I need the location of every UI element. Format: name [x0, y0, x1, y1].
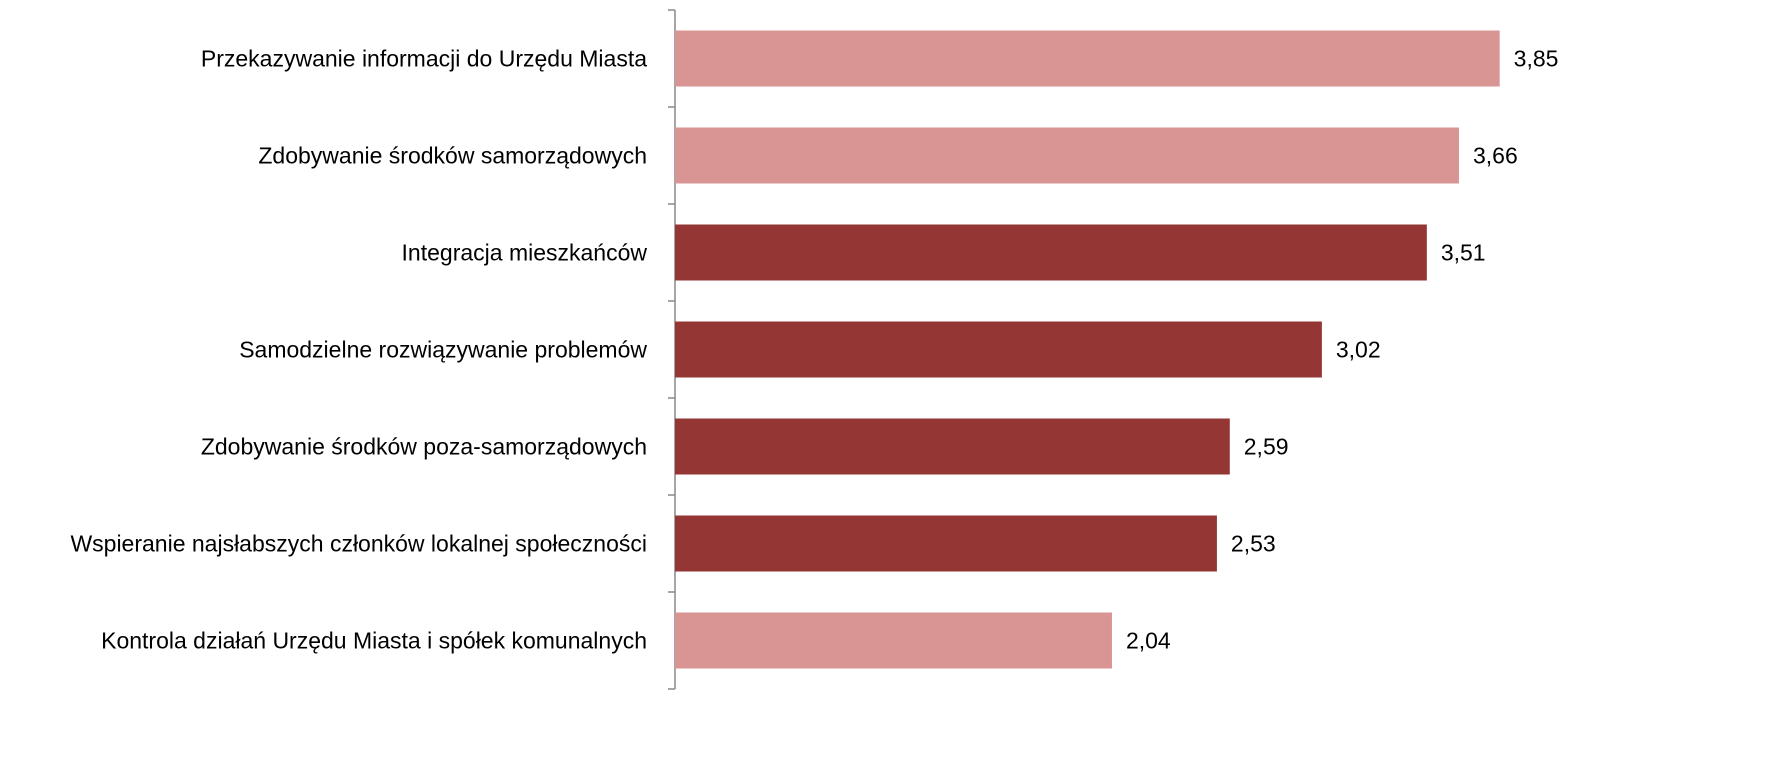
- bar: [675, 612, 1112, 669]
- category-label: Wspieranie najsłabszych członków lokalne…: [70, 531, 647, 557]
- value-label: 2,04: [1126, 628, 1171, 654]
- bar: [675, 418, 1230, 475]
- category-label: Kontrola działań Urzędu Miasta i spółek …: [101, 628, 647, 654]
- value-label: 2,59: [1244, 434, 1289, 460]
- bar: [675, 127, 1459, 184]
- bar: [675, 515, 1217, 572]
- category-label: Zdobywanie środków poza-samorządowych: [201, 434, 647, 460]
- category-label: Zdobywanie środków samorządowych: [258, 143, 647, 169]
- category-label: Integracja mieszkańców: [402, 240, 648, 266]
- bar: [675, 321, 1322, 378]
- category-label: Samodzielne rozwiązywanie problemów: [239, 337, 647, 363]
- value-label: 3,66: [1473, 143, 1518, 169]
- bar: [675, 224, 1427, 281]
- value-label: 3,85: [1514, 46, 1559, 72]
- value-label: 3,02: [1336, 337, 1381, 363]
- value-label: 2,53: [1231, 531, 1276, 557]
- value-label: 3,51: [1441, 240, 1486, 266]
- bar: [675, 30, 1500, 87]
- category-label: Przekazywanie informacji do Urzędu Miast…: [201, 46, 647, 72]
